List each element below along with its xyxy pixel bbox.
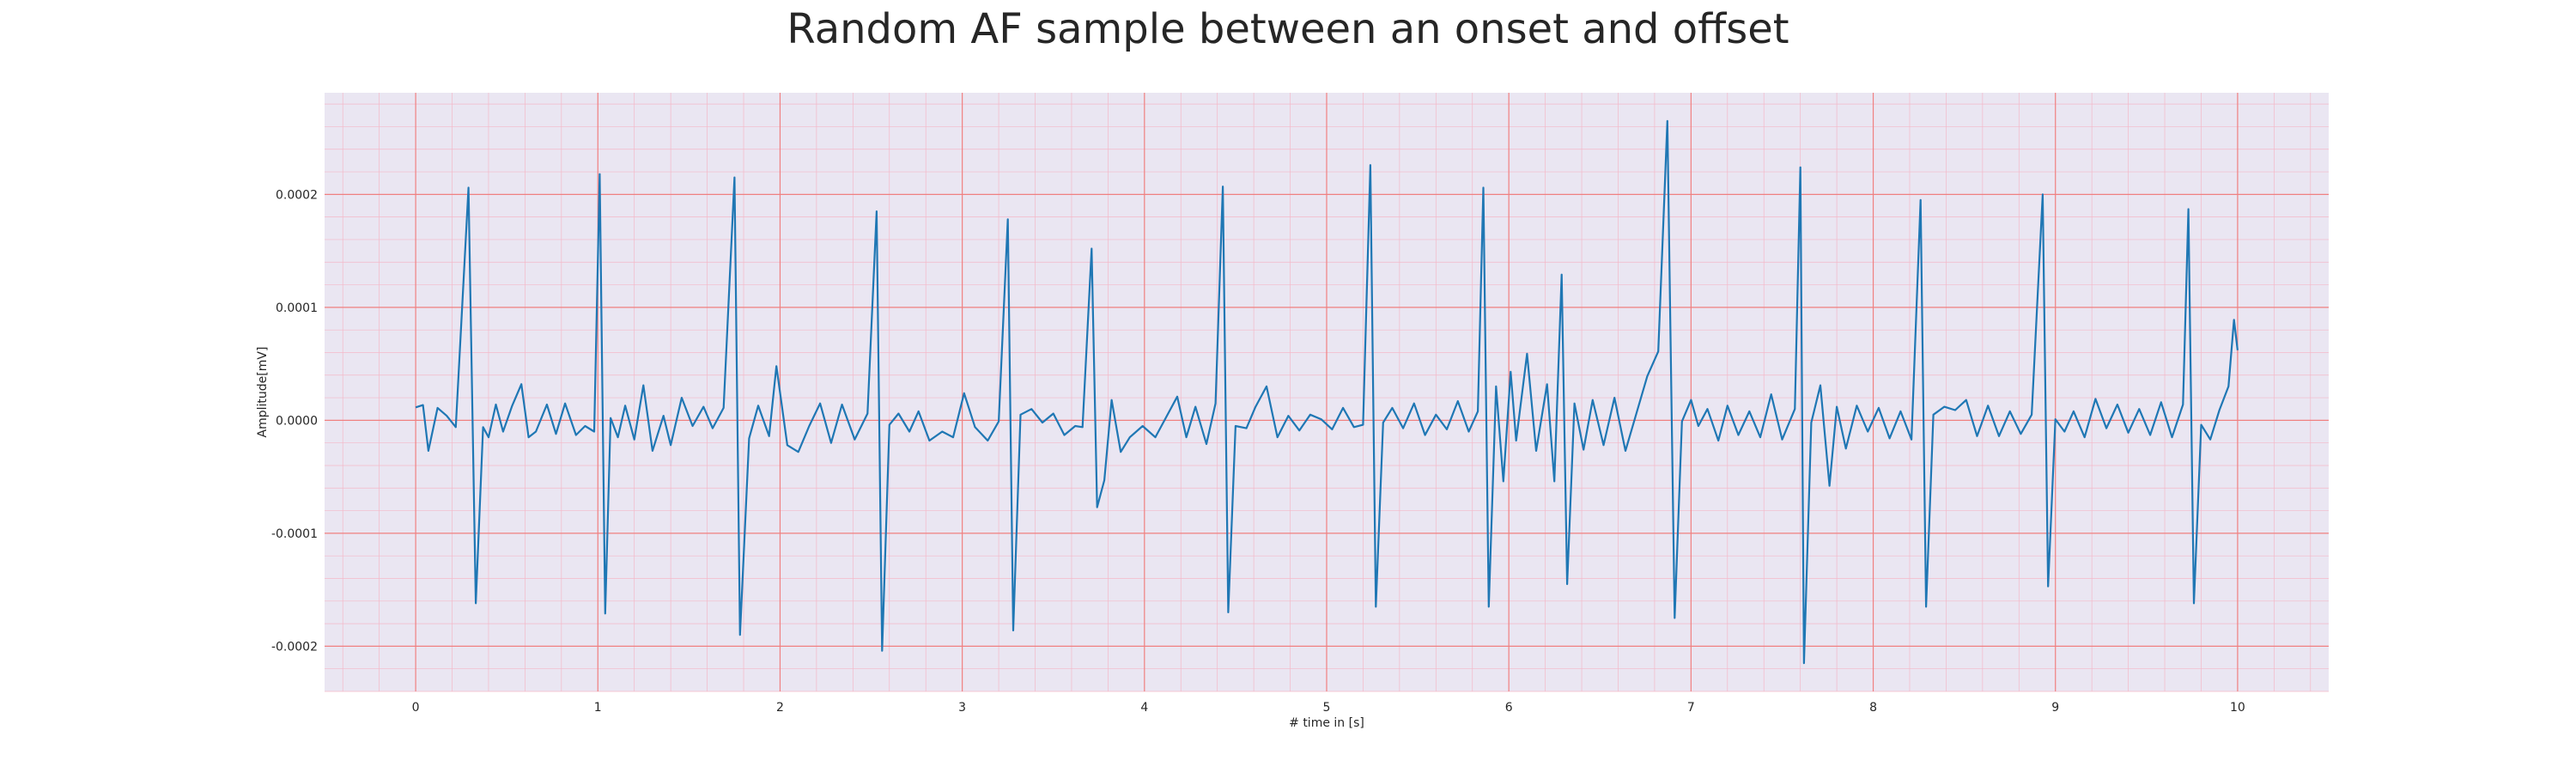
x-tick-label: 6: [1505, 701, 1513, 715]
y-axis-label: Amplitude[mV]: [256, 347, 270, 438]
x-tick-label: 0: [412, 701, 420, 715]
x-tick-label: 4: [1140, 701, 1148, 715]
y-axis-ticks: -0.0002 -0.0001 0.0000 0.0001 0.0002: [271, 188, 318, 654]
y-tick-label: 0.0001: [276, 301, 318, 315]
y-tick-label: 0.0002: [276, 188, 318, 202]
x-tick-label: 2: [776, 701, 784, 715]
x-tick-label: 1: [594, 701, 602, 715]
y-tick-label: -0.0001: [271, 527, 318, 541]
x-tick-label: 7: [1687, 701, 1695, 715]
x-axis-label: # time in [s]: [1289, 716, 1364, 730]
x-tick-label: 10: [2230, 701, 2245, 715]
series-line: [415, 119, 2239, 665]
y-tick-label: 0.0000: [276, 414, 318, 428]
x-tick-label: 9: [2051, 701, 2059, 715]
y-tick-label: -0.0002: [271, 640, 318, 654]
x-tick-label: 3: [958, 701, 966, 715]
x-tick-label: 8: [1869, 701, 1877, 715]
chart-title: Random AF sample between an onset and of…: [787, 5, 1789, 53]
x-axis-ticks: 0 1 2 3 4 5 6 7 8 9 10: [412, 701, 2245, 715]
x-tick-label: 5: [1323, 701, 1331, 715]
